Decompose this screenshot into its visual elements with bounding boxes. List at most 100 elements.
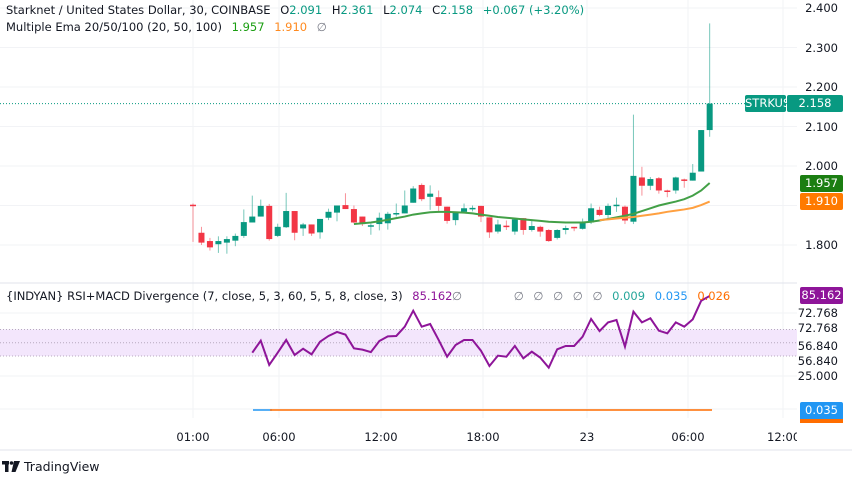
symbol-tag: STRKUSD — [745, 95, 800, 112]
candle-body — [503, 225, 510, 228]
candle-body — [427, 193, 434, 197]
candle-body — [545, 229, 552, 242]
candle-body — [588, 208, 595, 223]
candle-body — [494, 224, 501, 232]
time-label: 12:00 — [767, 430, 797, 444]
candle-body — [571, 226, 578, 229]
last-price-tag: 2.158 — [787, 95, 843, 112]
candle-body — [384, 213, 391, 224]
candle-body — [401, 205, 408, 214]
candle-body — [367, 225, 374, 227]
price-axis-label: 2.100 — [805, 119, 838, 134]
candle-body — [511, 219, 518, 232]
close-label: C — [432, 3, 441, 17]
tradingview-icon — [2, 461, 20, 472]
tradingview-logo[interactable]: TradingView — [2, 459, 100, 474]
candle-body — [190, 204, 196, 207]
hist-value: 0.026 — [697, 289, 731, 303]
candle-body — [350, 209, 357, 223]
candle-body — [257, 205, 264, 217]
symbol-title: Starknet / United States Dollar, 30, COI… — [6, 3, 271, 17]
change-value: +0.067 (+3.20%) — [482, 3, 585, 17]
candle-body — [215, 241, 222, 245]
time-label: 12:00 — [364, 430, 398, 444]
empty-value: ∅ — [553, 289, 564, 303]
candle-body — [579, 222, 586, 229]
candle-body — [647, 179, 654, 186]
candle-body — [537, 226, 544, 232]
ema20-tag: 1.957 — [800, 175, 843, 192]
open-value: 2.091 — [289, 3, 323, 17]
candle-body — [477, 205, 484, 217]
empty-value: ∅ — [572, 289, 583, 303]
ema-legend[interactable]: Multiple Ema 20/50/100 (20, 50, 100) 1.9… — [6, 20, 333, 34]
candle-body — [638, 177, 645, 186]
candle-body — [198, 232, 205, 243]
candle-body — [333, 205, 340, 213]
candle-body — [621, 206, 628, 221]
candle-body — [418, 184, 425, 200]
close-value: 2.158 — [440, 3, 474, 17]
candle-body — [206, 241, 213, 248]
candle-body — [520, 218, 527, 230]
ema50-line — [599, 200, 711, 222]
empty-value: ∅ — [513, 289, 524, 303]
candle-body — [562, 228, 569, 230]
candle-body — [554, 229, 561, 238]
symbol-legend[interactable]: Starknet / United States Dollar, 30, COI… — [6, 3, 590, 17]
candle-body — [528, 226, 535, 230]
time-label: 23 — [579, 430, 595, 444]
high-value: 2.361 — [340, 3, 374, 17]
candle-body — [706, 103, 713, 131]
time-label: 18:00 — [466, 430, 500, 444]
rsi-line — [251, 295, 711, 370]
candle-body — [469, 207, 476, 210]
ema50-value: 1.910 — [274, 20, 308, 34]
ema20-line — [353, 182, 711, 226]
rsi-tag: 85.162 — [800, 287, 843, 304]
rsi-axis-label: 25.000 — [797, 369, 838, 383]
rsi-value: 85.162 — [412, 289, 453, 303]
candle-body — [596, 209, 603, 215]
rsi-axis-label: 72.768 — [797, 321, 838, 335]
time-label: 01:00 — [176, 430, 210, 444]
candle-body — [249, 216, 256, 223]
price-axis-label: 2.400 — [805, 1, 838, 15]
candle-body — [605, 205, 612, 215]
brand-name: TradingView — [24, 459, 100, 474]
low-value: 2.074 — [389, 3, 423, 17]
candle-body — [452, 211, 459, 221]
open-label: O — [280, 3, 290, 17]
candle-body — [223, 239, 230, 243]
candle-body — [266, 205, 273, 240]
signal-value: 0.035 — [654, 289, 688, 303]
ema100-value: ∅ — [316, 20, 327, 34]
candle-body — [291, 211, 298, 233]
candle-body — [613, 204, 620, 207]
empty-value: ∅ — [592, 289, 603, 303]
candle-body — [300, 224, 307, 229]
low-label: L — [383, 3, 390, 17]
rsi-legend[interactable]: {INDYAN} RSI+MACD Divergence (7, close, … — [6, 289, 459, 303]
macd-tag: 0.035 — [800, 402, 843, 419]
candle-body — [486, 217, 493, 233]
candle-body — [410, 188, 417, 203]
candle-body — [393, 213, 400, 215]
candles — [190, 23, 713, 254]
candle-body — [317, 218, 324, 233]
candle-body — [435, 197, 442, 206]
candle-body — [689, 172, 696, 181]
price-axis-label: 2.300 — [805, 40, 838, 55]
candle-body — [698, 130, 705, 172]
ema-title: Multiple Ema 20/50/100 (20, 50, 100) — [6, 20, 222, 34]
hist-tag — [800, 419, 843, 423]
candle-body — [655, 178, 662, 191]
time-label: 06:00 — [262, 430, 296, 444]
rsi-axis-label: 56.840 — [797, 354, 838, 368]
rsi-band-lines — [0, 328, 797, 357]
candle-body — [672, 177, 679, 191]
candle-body — [461, 208, 468, 212]
candle-body — [359, 216, 366, 225]
price-axis-label: 2.000 — [805, 159, 838, 173]
